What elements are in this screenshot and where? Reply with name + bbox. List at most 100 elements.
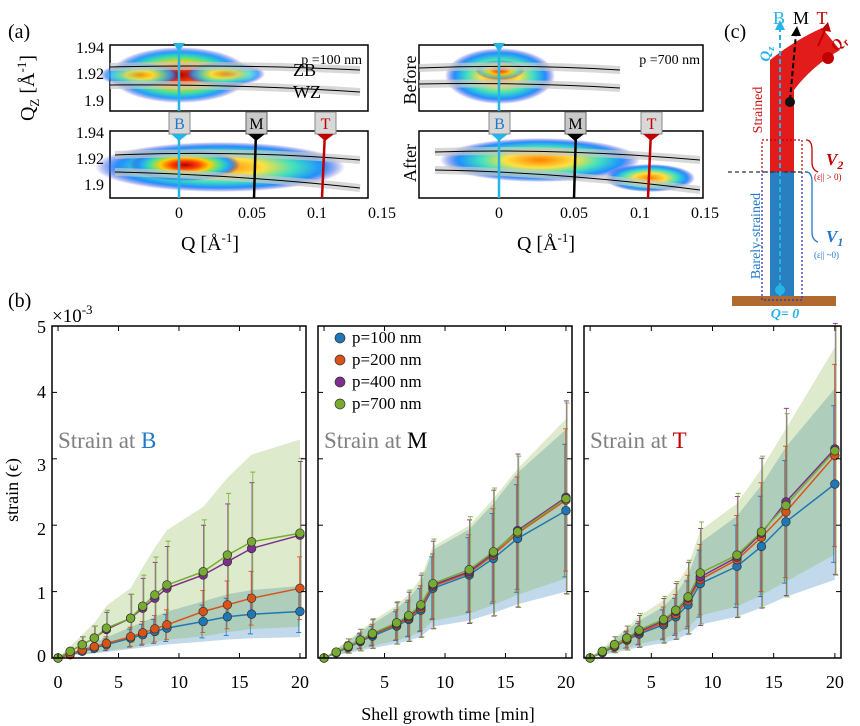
data-point [150,624,160,634]
x-tick-label: 10 [704,672,722,692]
svg-text:5: 5 [37,317,46,337]
data-point [658,614,669,625]
data-point [125,613,136,623]
data-point [367,628,378,639]
svg-text:0.15: 0.15 [691,205,719,222]
svg-text:4: 4 [37,382,46,402]
x-tick-label: 5 [380,672,389,692]
svg-text:(ε|| ~0): (ε|| ~0) [814,250,839,260]
svg-text:T: T [817,8,828,28]
data-point [246,593,257,603]
svg-text:1.94: 1.94 [76,125,104,142]
x-tick-label: 5 [647,672,656,692]
panel-a-left-bottom [95,130,369,199]
data-point [150,590,160,600]
data-point [198,567,208,577]
data-point [101,638,112,649]
svg-text:M: M [568,116,582,133]
right-xlabel: Q [Å-1] [517,230,575,255]
x-tick-label: 15 [765,672,783,692]
panel-a-ylabel: QZ [Å-1] [14,55,42,121]
left-xticks: 0 0.05 0.1 0.15 [175,205,396,222]
legend-label: p=400 nm [352,372,422,391]
strain-ylabel: strain (ϵ) [2,458,23,522]
svg-text:1.9: 1.9 [84,93,104,110]
data-point [101,623,112,633]
svg-text:0.05: 0.05 [238,205,266,222]
legend: p=100 nm p=200 nm p=400 nm p=700 nm [334,328,422,413]
data-point [488,547,499,557]
band-p=700 nm [590,347,835,658]
svg-text:V1: V1 [826,227,843,249]
data-point [138,628,148,638]
data-point [512,527,523,537]
x-tick-label: 0 [54,672,63,692]
svg-text:(ε|| > 0): (ε|| > 0) [814,172,841,182]
svg-text:0.15: 0.15 [368,205,396,222]
data-point [597,646,608,657]
data-point [295,528,305,538]
x-tick-label: 10 [170,672,188,692]
legend-marker [334,376,346,388]
data-point [77,640,87,650]
svg-text:QZ [Å-1]: QZ [Å-1] [14,55,42,121]
svg-text:1.9: 1.9 [84,177,104,194]
data-point [404,610,414,621]
data-point [634,625,644,635]
strain-panel-M: 5 10 15 20 Strain at M [317,325,575,692]
data-point [246,609,257,619]
data-point [609,640,620,650]
data-point [246,537,257,547]
svg-text:0.1: 0.1 [630,205,650,222]
panel-title: Strain at B [58,428,156,453]
data-point [343,641,353,651]
band-p=100 nm [324,429,566,658]
data-point [89,633,99,643]
data-point [162,580,172,590]
legend-label: p=700 nm [352,394,422,413]
data-point [756,541,767,552]
data-point [391,618,402,628]
data-point [561,493,571,504]
data-point [138,601,148,611]
right-xticks: 0 0.05 0.1 0.15 [495,205,719,222]
data-point [464,565,474,575]
left-xlabel: Q [Å-1] [181,230,239,255]
legend-label: p=200 nm [352,350,422,369]
svg-text:B: B [494,116,505,133]
data-point [561,505,571,516]
shell-xlabel: Shell growth time [min] [361,704,534,724]
data-point [222,550,233,560]
svg-text:T: T [321,116,331,133]
wz-label: WZ [293,82,321,102]
x-tick-label: 10 [436,672,454,692]
legend-marker [334,398,346,410]
svg-text:B: B [174,116,185,133]
svg-text:B: B [773,8,785,28]
svg-text:Qz: Qz [758,46,777,62]
strain-panel-B: 0 5 10 15 20 Strain at B [51,325,309,692]
data-point [781,517,791,527]
panel-title: Strain at T [590,428,687,453]
data-point [830,479,840,489]
left-title: p =100 nm [301,53,362,68]
strain-yticks: 0 1 2 3 4 5 [37,317,46,666]
panel-a-left-top: p =100 nm ZB WZ [100,43,369,112]
svg-text:1.94: 1.94 [76,40,104,57]
data-point [331,647,341,657]
strain-subplots: 0 5 10 15 20 Strain at B 5 10 15 20 Strain at M 5 10… [51,322,844,692]
svg-text:M: M [793,8,809,28]
data-point [65,646,75,657]
right-title: p =700 nm [639,53,700,68]
data-point [416,600,426,610]
legend-label: p=100 nm [352,328,422,347]
svg-text:1: 1 [37,583,46,603]
data-point [162,620,172,630]
data-point [89,642,99,652]
svg-text:0.05: 0.05 [560,205,588,222]
data-point [222,612,233,622]
y-exponent: ×10-3 [52,302,93,327]
band-p=700 nm [324,418,566,658]
panel-c-schematic: B M T Qz Qr Strained Barely-strained V2 … [728,8,853,322]
